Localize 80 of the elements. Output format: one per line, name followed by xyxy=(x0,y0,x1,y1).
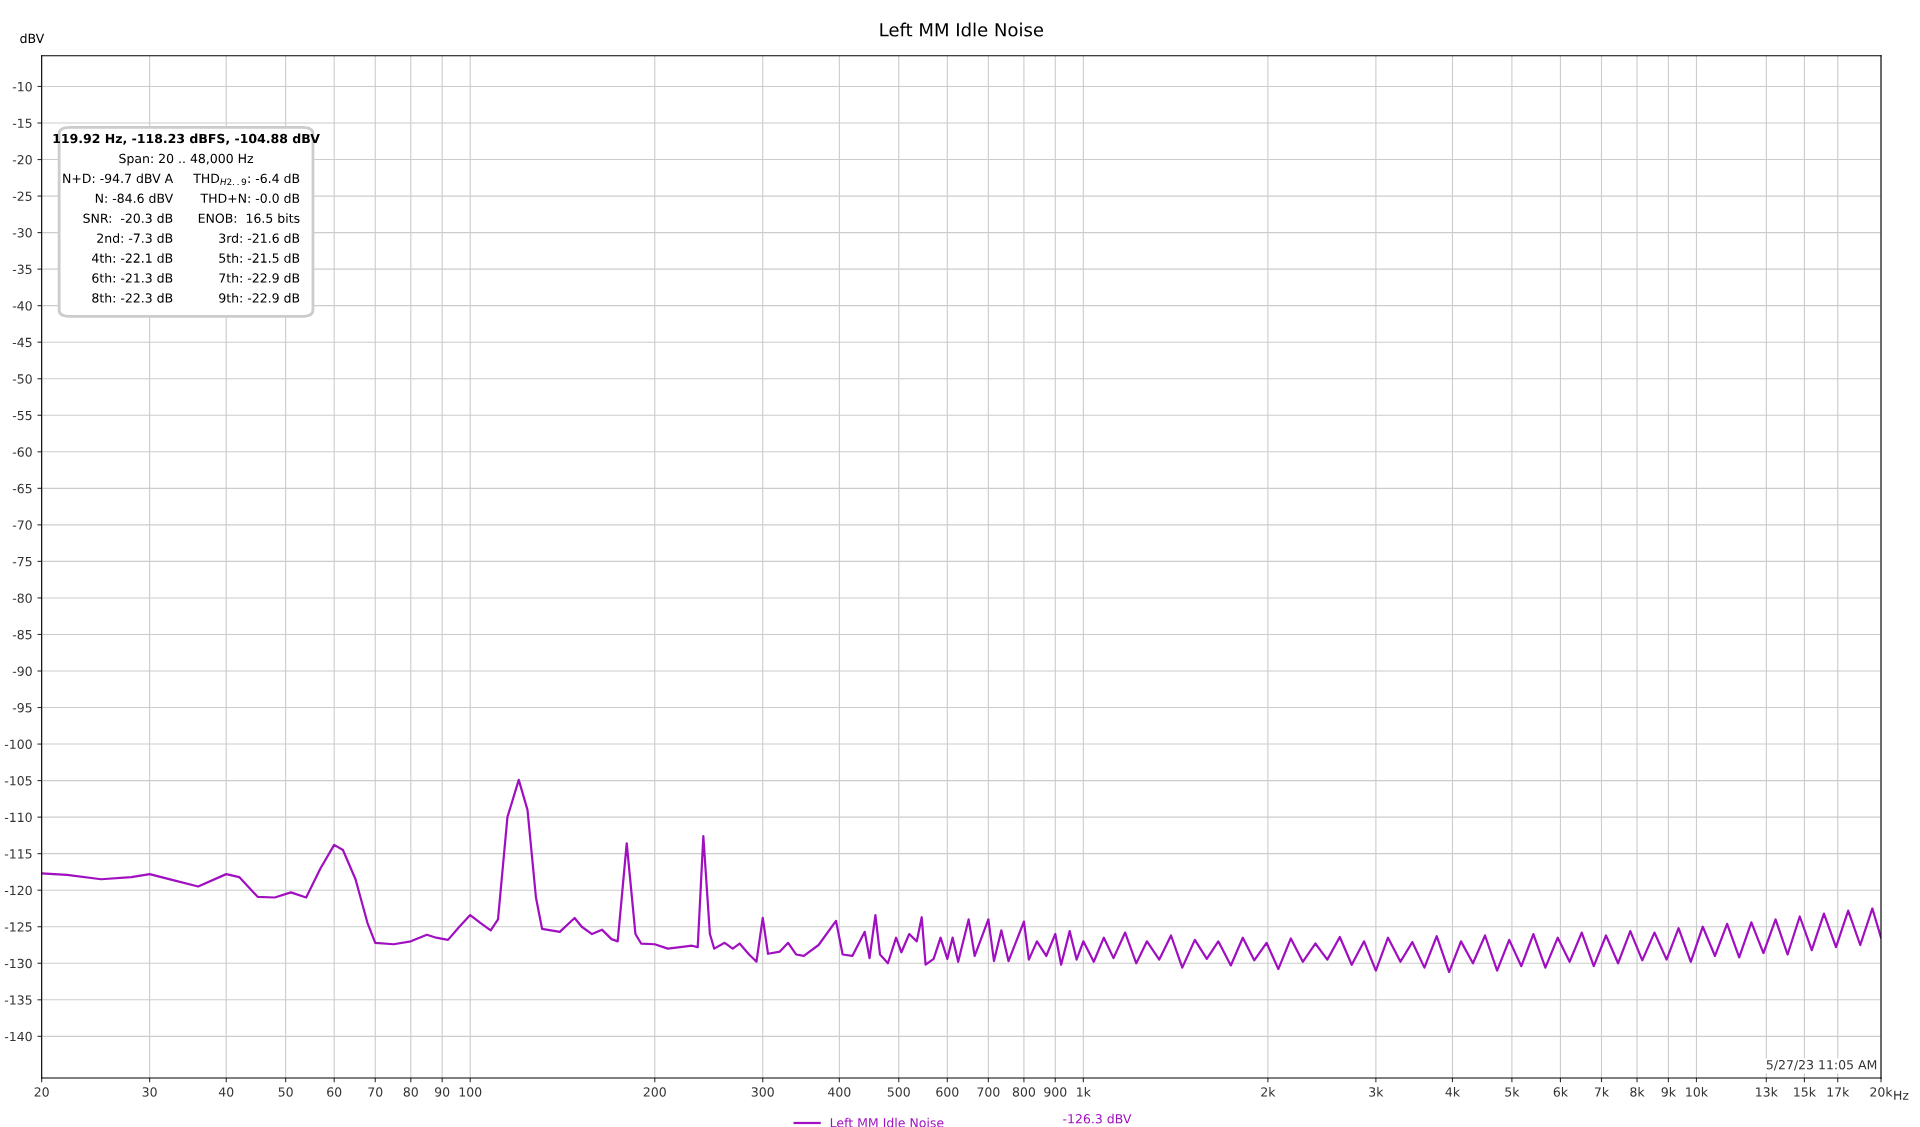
annotation: N: -84.6 dBV xyxy=(95,193,174,204)
annotation: 2nd: -7.3 dB xyxy=(97,233,173,243)
y-tick-label: -140 xyxy=(4,1031,32,1042)
annotation: THD$_{H2..9}$: -6.4 dB xyxy=(193,173,300,186)
annotation: 5/27/23 11:05 AM xyxy=(1766,1059,1877,1071)
x-tick-label: 15k xyxy=(1794,1087,1816,1097)
y-tick-label: -50 xyxy=(12,374,32,384)
y-tick-label: -120 xyxy=(4,885,32,896)
x-tick-label: 30 xyxy=(142,1087,157,1097)
x-tick-label: 4k xyxy=(1445,1087,1461,1097)
x-tick-label: 10k xyxy=(1686,1087,1708,1097)
y-tick-label: -125 xyxy=(4,922,32,932)
x-tick-label: 70 xyxy=(368,1087,383,1097)
x-tick-label: 13k xyxy=(1756,1087,1778,1097)
x-tick-label: 2k xyxy=(1261,1087,1276,1097)
x-tick-label: 40 xyxy=(218,1087,234,1097)
x-tick-label: 20k xyxy=(1870,1087,1893,1097)
annotation: SNR: -20.3 dB xyxy=(83,213,173,223)
x-tick-label: 100 xyxy=(459,1087,482,1097)
y-tick-label: -45 xyxy=(12,337,32,348)
x-tick-label: 7k xyxy=(1594,1087,1610,1097)
y-tick-label: -105 xyxy=(4,776,32,786)
y-tick-label: -75 xyxy=(12,557,32,567)
x-axis-title: Hz xyxy=(1894,1090,1909,1100)
x-tick-label: 1k xyxy=(1077,1087,1091,1097)
y-tick-label: -55 xyxy=(12,410,32,421)
annotation: 119.92 Hz, -118.23 dBFS, -104.88 dBV xyxy=(53,133,320,145)
annotation: ENOB: 16.5 bits xyxy=(198,213,300,223)
annotation: 3rd: -21.6 dB xyxy=(219,233,300,243)
x-tick-label: 300 xyxy=(751,1087,774,1097)
x-tick-label: 60 xyxy=(327,1087,342,1097)
annotation: THD+N: -0.0 dB xyxy=(200,193,300,204)
annotation: 7th: -22.9 dB xyxy=(219,273,300,283)
legend-label: Left MM Idle Noise xyxy=(830,1117,944,1127)
annotation: 5th: -21.5 dB xyxy=(219,253,300,263)
x-tick-label: 90 xyxy=(435,1087,450,1097)
x-tick-label: 700 xyxy=(977,1087,1000,1097)
y-tick-label: -25 xyxy=(12,191,32,201)
x-tick-label: 400 xyxy=(828,1087,851,1097)
y-tick-label: -40 xyxy=(12,301,32,311)
y-tick-label: -30 xyxy=(12,228,32,238)
x-tick-label: 600 xyxy=(936,1087,959,1097)
y-tick-label: -60 xyxy=(12,447,32,457)
annotation: 4th: -22.1 dB xyxy=(92,253,173,263)
y-tick-label: -130 xyxy=(4,958,32,969)
chart-title: Left MM Idle Noise xyxy=(880,22,1044,37)
x-tick-label: 9k xyxy=(1661,1087,1676,1097)
y-tick-label: -35 xyxy=(12,264,32,275)
y-tick-label: -115 xyxy=(4,849,32,859)
x-tick-label: 800 xyxy=(1012,1087,1036,1097)
y-tick-label: -80 xyxy=(12,593,32,603)
y-tick-label: -65 xyxy=(12,483,32,494)
x-tick-label: 3k xyxy=(1369,1087,1384,1097)
annotation: 9th: -22.9 dB xyxy=(219,293,300,303)
x-tick-label: 17k xyxy=(1827,1087,1850,1097)
text: -126.3 dBV xyxy=(1063,1113,1132,1124)
y-tick-label: -135 xyxy=(4,995,32,1005)
y-tick-label: -100 xyxy=(4,739,32,749)
y-tick-label: -95 xyxy=(12,703,32,713)
x-tick-label: 500 xyxy=(887,1087,910,1097)
y-axis-title: dBV xyxy=(20,33,45,44)
x-tick-label: 5k xyxy=(1505,1087,1520,1097)
x-tick-label: 6k xyxy=(1553,1087,1568,1097)
x-tick-label: 900 xyxy=(1044,1087,1067,1097)
y-tick-label: -15 xyxy=(12,118,32,128)
x-tick-label: 50 xyxy=(278,1087,293,1097)
annotation: 8th: -22.3 dB xyxy=(92,293,173,303)
annotation: 6th: -21.3 dB xyxy=(92,273,173,283)
y-tick-label: -90 xyxy=(12,666,32,676)
annotation: N+D: -94.7 dBV A xyxy=(63,173,174,184)
y-tick-label: -110 xyxy=(4,812,32,823)
x-tick-label: 200 xyxy=(643,1087,666,1097)
y-tick-label: -20 xyxy=(12,155,32,165)
x-tick-label: 20 xyxy=(34,1087,49,1097)
y-tick-label: -85 xyxy=(12,629,32,640)
annotation: Span: 20 .. 48,000 Hz xyxy=(119,153,254,166)
y-tick-label: -70 xyxy=(12,520,32,530)
x-tick-label: 80 xyxy=(403,1087,418,1097)
x-tick-label: 8k xyxy=(1630,1087,1645,1097)
y-tick-label: -10 xyxy=(12,81,32,92)
